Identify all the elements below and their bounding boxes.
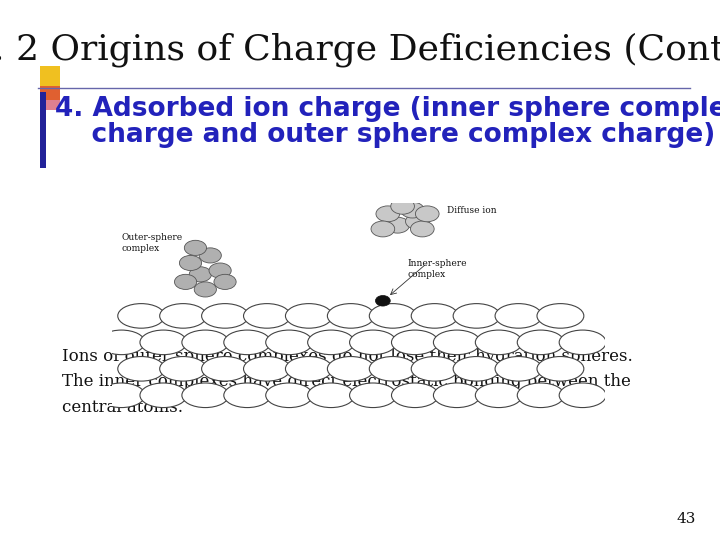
Bar bbox=[40, 100, 60, 110]
Ellipse shape bbox=[243, 356, 290, 381]
Ellipse shape bbox=[386, 217, 410, 233]
Text: Inner-sphere
complex: Inner-sphere complex bbox=[408, 259, 467, 279]
Ellipse shape bbox=[224, 330, 271, 355]
Ellipse shape bbox=[182, 330, 229, 355]
Ellipse shape bbox=[410, 221, 434, 237]
Ellipse shape bbox=[350, 383, 397, 408]
Ellipse shape bbox=[475, 383, 522, 408]
Ellipse shape bbox=[307, 383, 354, 408]
Ellipse shape bbox=[537, 303, 584, 328]
Ellipse shape bbox=[400, 202, 424, 218]
Ellipse shape bbox=[184, 240, 207, 255]
Ellipse shape bbox=[224, 383, 271, 408]
Ellipse shape bbox=[559, 383, 606, 408]
Ellipse shape bbox=[199, 248, 221, 263]
Ellipse shape bbox=[202, 303, 248, 328]
Ellipse shape bbox=[392, 383, 438, 408]
Ellipse shape bbox=[495, 356, 542, 381]
Text: Outer-sphere
complex: Outer-sphere complex bbox=[122, 233, 183, 253]
Ellipse shape bbox=[194, 282, 217, 297]
Text: charge and outer sphere complex charge): charge and outer sphere complex charge) bbox=[55, 122, 715, 148]
Ellipse shape bbox=[433, 383, 480, 408]
Ellipse shape bbox=[209, 263, 231, 278]
Ellipse shape bbox=[174, 274, 197, 289]
Ellipse shape bbox=[214, 274, 236, 289]
Text: Diffuse ion: Diffuse ion bbox=[447, 206, 497, 215]
Ellipse shape bbox=[179, 255, 202, 271]
Ellipse shape bbox=[350, 330, 397, 355]
Ellipse shape bbox=[307, 330, 354, 355]
Ellipse shape bbox=[392, 330, 438, 355]
Ellipse shape bbox=[369, 303, 416, 328]
Ellipse shape bbox=[160, 303, 207, 328]
Text: 4. 2 Origins of Charge Deficiencies (Cont.): 4. 2 Origins of Charge Deficiencies (Con… bbox=[0, 32, 720, 66]
Ellipse shape bbox=[118, 356, 165, 381]
Ellipse shape bbox=[202, 356, 248, 381]
Ellipse shape bbox=[375, 295, 390, 306]
Ellipse shape bbox=[328, 303, 374, 328]
Ellipse shape bbox=[285, 303, 333, 328]
Ellipse shape bbox=[371, 221, 395, 237]
Ellipse shape bbox=[453, 303, 500, 328]
Ellipse shape bbox=[411, 356, 458, 381]
Ellipse shape bbox=[453, 356, 500, 381]
Ellipse shape bbox=[405, 213, 429, 230]
Ellipse shape bbox=[140, 383, 186, 408]
Bar bbox=[40, 86, 60, 100]
Ellipse shape bbox=[189, 267, 212, 282]
Text: 43: 43 bbox=[677, 512, 696, 526]
Ellipse shape bbox=[140, 330, 186, 355]
Ellipse shape bbox=[559, 330, 606, 355]
Bar bbox=[40, 66, 60, 86]
Ellipse shape bbox=[517, 330, 564, 355]
Ellipse shape bbox=[266, 330, 312, 355]
Ellipse shape bbox=[391, 198, 415, 214]
Ellipse shape bbox=[182, 383, 229, 408]
Ellipse shape bbox=[98, 330, 145, 355]
Text: 4. Adsorbed ion charge (inner sphere complex: 4. Adsorbed ion charge (inner sphere com… bbox=[55, 96, 720, 122]
Ellipse shape bbox=[160, 356, 207, 381]
Ellipse shape bbox=[243, 303, 290, 328]
Ellipse shape bbox=[411, 303, 458, 328]
Ellipse shape bbox=[495, 303, 542, 328]
Ellipse shape bbox=[98, 383, 145, 408]
Ellipse shape bbox=[433, 330, 480, 355]
Ellipse shape bbox=[517, 383, 564, 408]
Ellipse shape bbox=[376, 206, 400, 222]
Bar bbox=[40, 92, 46, 168]
Ellipse shape bbox=[537, 356, 584, 381]
Ellipse shape bbox=[369, 356, 416, 381]
Ellipse shape bbox=[285, 356, 333, 381]
Text: Ions of outer sphere complexes do not lose their hydration spheres.
The inner co: Ions of outer sphere complexes do not lo… bbox=[62, 348, 633, 416]
Ellipse shape bbox=[118, 303, 165, 328]
Ellipse shape bbox=[475, 330, 522, 355]
Ellipse shape bbox=[266, 383, 312, 408]
Ellipse shape bbox=[328, 356, 374, 381]
Ellipse shape bbox=[415, 206, 439, 222]
